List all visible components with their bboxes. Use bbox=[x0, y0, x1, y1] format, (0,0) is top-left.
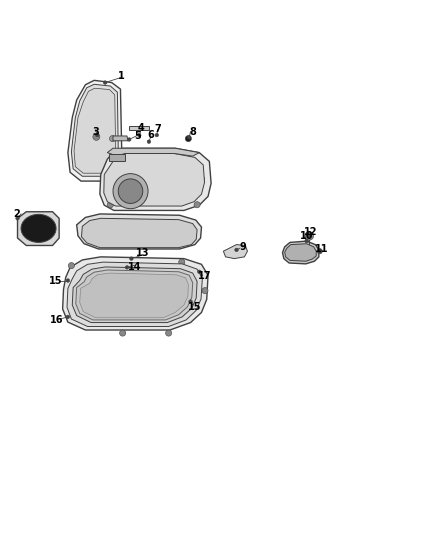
Circle shape bbox=[307, 234, 311, 238]
Polygon shape bbox=[67, 262, 202, 327]
Polygon shape bbox=[113, 136, 128, 141]
Circle shape bbox=[179, 259, 185, 265]
Text: 16: 16 bbox=[50, 315, 64, 325]
Polygon shape bbox=[68, 80, 122, 181]
Polygon shape bbox=[71, 84, 118, 176]
Polygon shape bbox=[81, 219, 197, 248]
Circle shape bbox=[118, 179, 143, 204]
Text: 13: 13 bbox=[136, 248, 149, 259]
Polygon shape bbox=[283, 241, 319, 264]
Text: 15: 15 bbox=[49, 276, 63, 286]
Circle shape bbox=[155, 133, 159, 137]
Polygon shape bbox=[285, 244, 316, 261]
Polygon shape bbox=[74, 88, 116, 173]
Polygon shape bbox=[109, 155, 125, 161]
Text: 10: 10 bbox=[300, 231, 313, 241]
Circle shape bbox=[103, 81, 107, 84]
Text: 11: 11 bbox=[315, 244, 328, 254]
Circle shape bbox=[125, 265, 129, 269]
Circle shape bbox=[166, 330, 172, 336]
Circle shape bbox=[68, 263, 74, 269]
Polygon shape bbox=[223, 245, 247, 259]
Circle shape bbox=[318, 249, 321, 253]
Text: 15: 15 bbox=[188, 302, 201, 312]
Polygon shape bbox=[77, 214, 201, 249]
Text: 1: 1 bbox=[118, 70, 125, 80]
Polygon shape bbox=[72, 267, 197, 322]
Circle shape bbox=[66, 279, 70, 282]
Circle shape bbox=[138, 133, 141, 137]
Circle shape bbox=[198, 270, 201, 273]
Text: 2: 2 bbox=[13, 209, 20, 219]
Polygon shape bbox=[100, 148, 211, 211]
Circle shape bbox=[107, 201, 113, 208]
Text: 14: 14 bbox=[128, 262, 141, 271]
Polygon shape bbox=[63, 257, 208, 330]
Circle shape bbox=[113, 174, 148, 209]
Circle shape bbox=[16, 216, 19, 220]
Text: 4: 4 bbox=[138, 123, 145, 133]
Circle shape bbox=[66, 315, 70, 319]
Polygon shape bbox=[80, 273, 188, 318]
Ellipse shape bbox=[21, 214, 56, 243]
Text: 7: 7 bbox=[154, 124, 161, 134]
Circle shape bbox=[317, 248, 322, 254]
Circle shape bbox=[198, 176, 205, 182]
Circle shape bbox=[194, 201, 200, 208]
Text: 17: 17 bbox=[198, 271, 212, 281]
Circle shape bbox=[147, 140, 151, 143]
Circle shape bbox=[185, 135, 191, 142]
Circle shape bbox=[130, 257, 133, 260]
Circle shape bbox=[110, 135, 116, 142]
Circle shape bbox=[127, 138, 131, 141]
Text: 8: 8 bbox=[189, 127, 196, 136]
Text: 6: 6 bbox=[148, 130, 155, 140]
Circle shape bbox=[93, 133, 100, 140]
Polygon shape bbox=[76, 270, 193, 320]
Text: 9: 9 bbox=[240, 242, 247, 252]
Polygon shape bbox=[107, 148, 199, 156]
Polygon shape bbox=[18, 212, 59, 246]
Circle shape bbox=[202, 287, 208, 294]
Text: 5: 5 bbox=[134, 132, 141, 141]
Polygon shape bbox=[129, 126, 149, 130]
Text: 12: 12 bbox=[304, 228, 318, 237]
Circle shape bbox=[235, 248, 238, 252]
Polygon shape bbox=[104, 154, 205, 206]
Circle shape bbox=[305, 231, 314, 240]
Text: 3: 3 bbox=[92, 127, 99, 136]
Circle shape bbox=[95, 133, 99, 137]
Circle shape bbox=[189, 300, 192, 303]
Circle shape bbox=[305, 239, 308, 243]
Circle shape bbox=[120, 330, 126, 336]
Circle shape bbox=[187, 135, 191, 139]
